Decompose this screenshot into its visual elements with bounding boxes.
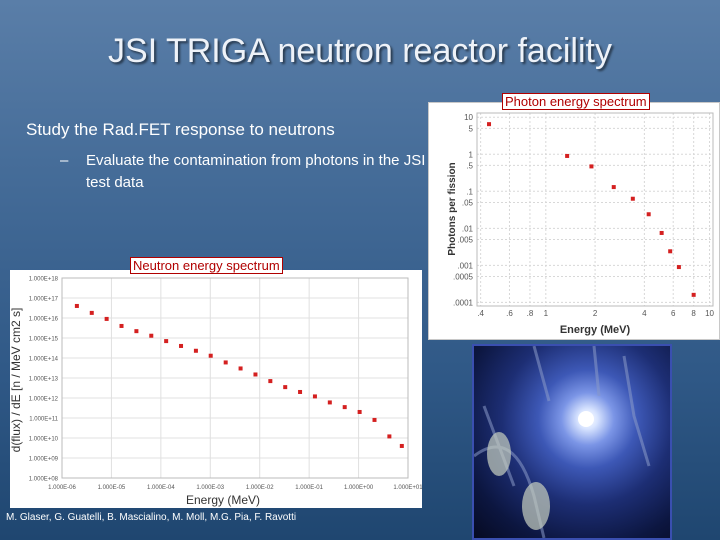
- slide-title: JSI TRIGA neutron reactor facility: [108, 32, 612, 70]
- photon-data-point: [589, 164, 594, 169]
- neutron-data-point: [357, 409, 362, 414]
- neutron-data-point: [268, 379, 273, 384]
- neutron-data-point: [134, 329, 139, 334]
- photon-y-tick-label: .0001: [453, 298, 474, 307]
- photon-data-point: [611, 185, 616, 190]
- neutron-data-point: [399, 443, 404, 448]
- neutron-y-tick-label: 1.000E+15: [29, 337, 59, 343]
- photon-data-point: [668, 249, 673, 254]
- neutron-data-point: [179, 343, 184, 348]
- neutron-x-tick-label: 1.000E+01: [393, 485, 422, 491]
- photon-x-tick-label: 6: [671, 309, 676, 318]
- photon-y-tick-label: .005: [457, 235, 473, 244]
- photon-chart-title: Photon energy spectrum: [502, 93, 650, 110]
- neutron-data-point: [387, 434, 392, 439]
- photon-y-tick-label: .001: [457, 261, 473, 270]
- neutron-y-tick-label: 1.000E+08: [29, 477, 59, 483]
- sub-bullet-text: Evaluate the contamination from photons …: [86, 152, 426, 191]
- photon-x-tick-label: .6: [506, 309, 513, 318]
- photon-x-tick-label: 2: [593, 309, 598, 318]
- neutron-y-axis-label: d(flux) / dE [n / MeV cm2 s]: [9, 307, 23, 453]
- neutron-x-tick-label: 1.000E-04: [147, 485, 175, 491]
- photon-data-point: [659, 230, 664, 235]
- photon-y-tick-label: .01: [462, 224, 474, 233]
- neutron-y-tick-label: 1.000E+17: [29, 297, 59, 303]
- photon-data-point: [487, 122, 492, 127]
- reactor-core-photo: [472, 344, 672, 540]
- photon-data-point: [630, 196, 635, 201]
- neutron-data-point: [164, 339, 169, 344]
- neutron-data-point: [283, 385, 288, 390]
- photon-x-axis-label: Energy (MeV): [560, 324, 631, 336]
- neutron-x-tick-label: 1.000E+00: [344, 485, 374, 491]
- neutron-data-point: [253, 372, 258, 377]
- photon-x-tick-label: 10: [705, 309, 714, 318]
- photon-x-tick-label: .8: [527, 309, 534, 318]
- neutron-data-point: [312, 394, 317, 399]
- neutron-data-point: [327, 400, 332, 405]
- neutron-y-tick-label: 1.000E+13: [29, 377, 59, 383]
- photon-x-tick-label: 8: [691, 309, 696, 318]
- photon-y-tick-label: .1: [466, 187, 473, 196]
- neutron-data-point: [89, 310, 94, 315]
- photon-data-point: [691, 292, 696, 297]
- neutron-y-tick-label: 1.000E+16: [29, 317, 59, 323]
- neutron-data-point: [342, 405, 347, 410]
- neutron-data-point: [193, 348, 198, 353]
- neutron-x-tick-label: 1.000E-05: [98, 485, 126, 491]
- photon-y-tick-label: .0005: [453, 273, 474, 282]
- neutron-y-tick-label: 1.000E+09: [29, 457, 59, 463]
- neutron-y-tick-label: 1.000E+18: [29, 277, 59, 283]
- photon-y-tick-label: .5: [466, 161, 473, 170]
- neutron-y-tick-label: 1.000E+11: [29, 417, 58, 423]
- photon-data-point: [646, 212, 651, 217]
- neutron-data-point: [298, 389, 303, 394]
- neutron-data-point: [149, 333, 154, 338]
- neutron-data-point: [238, 366, 243, 371]
- photon-y-axis-label: Photons per fission: [447, 162, 458, 255]
- neutron-data-point: [119, 323, 124, 328]
- photon-y-tick-label: 10: [464, 113, 473, 122]
- photon-data-point: [565, 153, 570, 158]
- neutron-chart-title: Neutron energy spectrum: [130, 257, 283, 274]
- neutron-data-point: [208, 353, 213, 358]
- photon-y-tick-label: .05: [462, 198, 474, 207]
- neutron-x-tick-label: 1.000E-03: [196, 485, 224, 491]
- authors-credit: M. Glaser, G. Guatelli, B. Mascialino, M…: [6, 512, 297, 523]
- neutron-spectrum-chart: 1.000E+18 1.000E+17 1.000E+16 1.000E+15 1.00…: [10, 270, 423, 508]
- neutron-y-tick-label: 1.000E+10: [29, 437, 59, 443]
- photon-spectrum-chart: 10 5 1 .5 .1 .05 .01 .005 .001 .0005 .0001 .4 .6 .8 1…: [428, 102, 720, 340]
- main-bullet: Study the Rad.FET response to neutrons: [26, 120, 335, 139]
- photon-y-tick-label: 1: [469, 150, 474, 159]
- neutron-x-tick-label: 1.000E-01: [295, 485, 323, 491]
- neutron-data-point: [74, 303, 79, 308]
- neutron-y-tick-label: 1.000E+14: [29, 357, 59, 363]
- photon-x-tick-label: .4: [477, 309, 484, 318]
- photon-x-tick-label: 4: [642, 309, 647, 318]
- photon-y-tick-label: 5: [469, 124, 474, 133]
- neutron-data-point: [104, 316, 109, 321]
- reactor-photo-drawing: [474, 346, 651, 538]
- neutron-data-point: [372, 417, 377, 422]
- photon-chart-svg: 10 5 1 .5 .1 .05 .01 .005 .001 .0005 .0001 .4 .6 .8 1…: [447, 112, 715, 336]
- photon-x-tick-label: 1: [544, 309, 549, 318]
- neutron-y-tick-label: 1.000E+12: [29, 397, 59, 403]
- neutron-x-tick-label: 1.000E-02: [246, 485, 274, 491]
- sub-bullet-dash: –: [60, 152, 69, 169]
- neutron-chart-svg: 1.000E+18 1.000E+17 1.000E+16 1.000E+15 1.00…: [29, 277, 423, 492]
- neutron-x-tick-label: 1.000E-06: [48, 485, 76, 491]
- neutron-x-axis-label: Energy (MeV): [186, 493, 261, 507]
- neutron-data-point: [223, 360, 228, 365]
- photon-data-point: [676, 265, 681, 270]
